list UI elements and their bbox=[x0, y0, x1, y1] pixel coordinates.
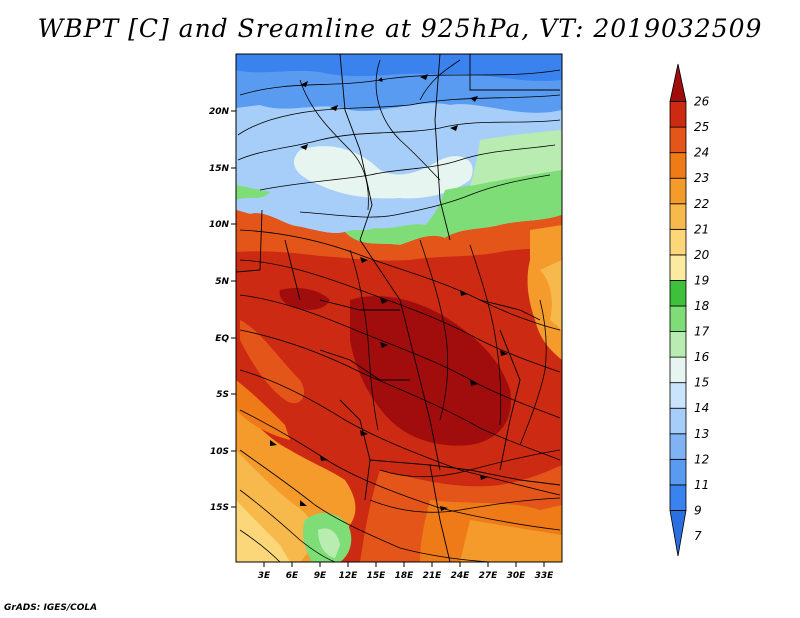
streamline-arrows bbox=[270, 74, 508, 511]
colorbar-segment bbox=[669, 433, 687, 460]
lon-label: 21E bbox=[423, 571, 443, 581]
colorbar-label: 13 bbox=[694, 427, 709, 441]
colorbar-label: 17 bbox=[694, 325, 710, 339]
colorbar-label: 14 bbox=[694, 401, 709, 415]
colorbar-segment bbox=[669, 458, 687, 486]
streamlines bbox=[237, 59, 561, 562]
colorbar-label: 24 bbox=[694, 146, 709, 160]
lat-label: 15N bbox=[209, 164, 230, 174]
lon-label: 18E bbox=[395, 571, 415, 581]
colorbar-segment bbox=[669, 305, 687, 332]
lon-label: 24E bbox=[451, 571, 471, 581]
lon-label: 9E bbox=[314, 571, 327, 581]
credit-text: GrADS: IGES/COLA bbox=[4, 603, 98, 613]
lon-label: 3E bbox=[258, 571, 271, 581]
map-frame bbox=[235, 53, 563, 563]
lat-label: 10S bbox=[210, 447, 229, 457]
wbpt-field bbox=[236, 54, 562, 562]
colorbar-label: 15 bbox=[694, 376, 709, 390]
lat-label: 20N bbox=[209, 107, 230, 117]
map-title: WBPT [C] and Sreamline at 925hPa, VT: 20… bbox=[37, 14, 763, 43]
colorbar-label: 20 bbox=[694, 248, 710, 262]
lat-label: 5N bbox=[215, 277, 229, 287]
colorbar-label: 25 bbox=[694, 120, 709, 134]
lat-ticks bbox=[231, 110, 236, 508]
colorbar-segment bbox=[669, 228, 687, 256]
lon-label: 27E bbox=[479, 571, 499, 581]
lon-label: 33E bbox=[535, 571, 555, 581]
lat-label: 5S bbox=[216, 390, 229, 400]
colorbar: 7 9 11 12 13 14 15 16 17 18 19 20 21 22 23 24 25 26 bbox=[669, 63, 710, 557]
colorbar-label: 16 bbox=[694, 350, 710, 364]
colorbar-segment bbox=[669, 382, 687, 409]
colorbar-segment bbox=[669, 484, 687, 511]
colorbar-segment bbox=[669, 203, 687, 230]
colorbar-segment bbox=[669, 510, 687, 557]
colorbar-label: 7 bbox=[694, 529, 702, 543]
lat-label: 15S bbox=[210, 503, 229, 513]
colorbar-segment bbox=[669, 331, 687, 358]
lat-label: 10N bbox=[209, 220, 230, 230]
colorbar-segment bbox=[669, 126, 687, 154]
colorbar-segment bbox=[669, 356, 687, 384]
colorbar-label: 23 bbox=[694, 171, 709, 185]
lon-ticks bbox=[263, 562, 545, 567]
colorbar-segment bbox=[669, 407, 687, 435]
country-borders bbox=[236, 54, 561, 562]
colorbar-label: 9 bbox=[694, 503, 702, 517]
lon-label: 12E bbox=[339, 571, 359, 581]
lat-labels: 20N 15N 10N 5N EQ 5S 10S 15S bbox=[209, 107, 230, 513]
colorbar-label: 12 bbox=[694, 452, 709, 466]
colorbar-segment bbox=[669, 280, 687, 307]
colorbar-label: 18 bbox=[694, 299, 710, 313]
lon-label: 30E bbox=[507, 571, 527, 581]
colorbar-label: 22 bbox=[694, 197, 709, 211]
lon-label: 6E bbox=[286, 571, 299, 581]
colorbar-label: 21 bbox=[694, 222, 709, 236]
lon-labels: 3E 6E 9E 12E 15E 18E 21E 24E 27E 30E 33E bbox=[258, 571, 554, 581]
colorbar-label: 11 bbox=[694, 478, 709, 492]
colorbar-segment bbox=[669, 152, 687, 179]
colorbar-segment bbox=[669, 101, 687, 128]
colorbar-segment bbox=[669, 254, 687, 281]
colorbar-label: 19 bbox=[694, 273, 709, 287]
colorbar-segment bbox=[669, 177, 687, 205]
colorbar-label: 26 bbox=[694, 95, 710, 109]
lat-label: EQ bbox=[215, 334, 229, 344]
colorbar-segment bbox=[669, 63, 687, 102]
lon-label: 15E bbox=[367, 571, 387, 581]
